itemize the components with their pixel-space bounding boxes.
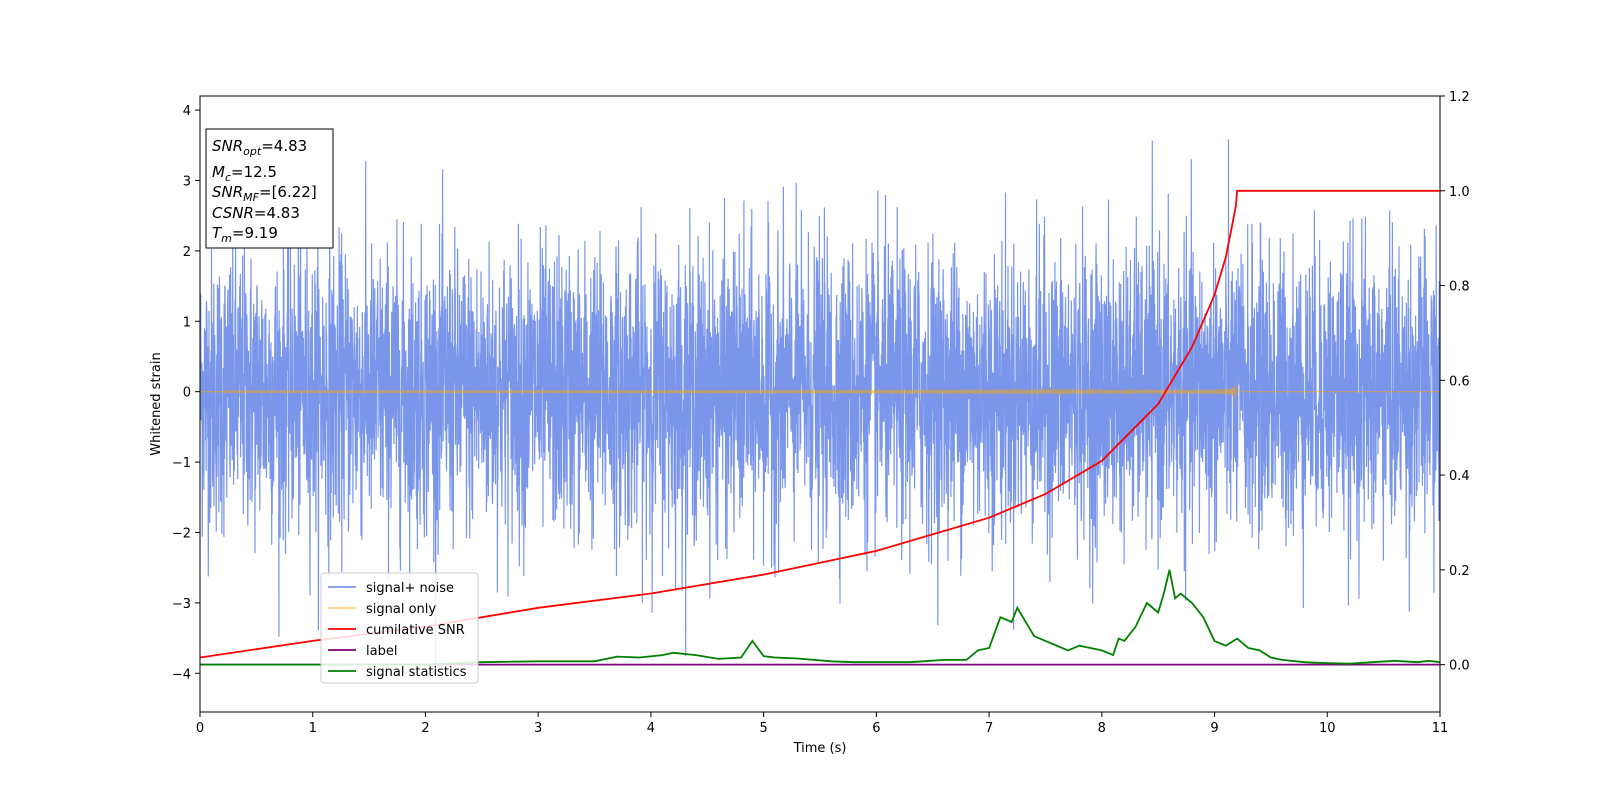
x-tick-label: 6 [872,721,880,736]
x-axis-title: Time (s) [793,741,847,756]
legend-label: signal+ noise [366,581,454,596]
legend-label: cumilative SNR [366,623,465,638]
info-line: CSNR=4.83 [212,204,300,222]
info-symbol: SNR [212,137,243,155]
y-axis-right: 1.2 1.0 0.8 0.6 0.4 0.2 0.0 [1440,90,1470,674]
info-subscript: m [221,232,232,245]
y-axis-title: Whitened strain [149,352,164,455]
y-right-tick-label: 1.2 [1449,90,1470,105]
legend-label: signal only [366,602,436,617]
y-left-tick-label: 4 [183,104,191,119]
x-tick-label: 1 [309,721,317,736]
legend: signal+ noise signal only cumilative SNR la… [320,572,479,684]
info-value: =4.83 [254,204,300,222]
legend-label: label [366,644,397,659]
info-value: =4.83 [261,137,307,155]
y-right-tick-label: 0.0 [1449,659,1470,674]
y-right-tick-label: 0.2 [1449,564,1470,579]
info-value: =[6.22] [259,183,317,201]
plot-frame [199,95,1441,713]
y-axis-left: 4 3 2 1 0 −1 −2 −3 −4 [172,104,200,682]
info-symbol: M [212,163,225,181]
y-right-tick-label: 0.6 [1449,374,1470,389]
info-value: =12.5 [231,163,277,181]
series-signal-only [200,383,1440,399]
info-line: SNRopt=4.83 [212,137,307,158]
x-tick-label: 7 [985,721,993,736]
x-tick-label: 0 [196,721,204,736]
y-left-tick-label: 0 [183,386,191,401]
info-subscript: c [225,171,231,184]
y-left-tick-label: −4 [172,667,191,682]
info-line: Mc=12.5 [212,163,277,184]
info-symbol: T [212,224,223,242]
info-symbol: CSNR [212,204,254,222]
y-left-tick-label: 2 [183,245,191,260]
info-value: =9.19 [232,224,278,242]
y-right-tick-label: 1.0 [1449,185,1470,200]
info-subscript: MF [243,191,259,204]
x-tick-label: 10 [1319,721,1336,736]
y-left-tick-label: −1 [172,456,191,471]
x-tick-label: 9 [1210,721,1218,736]
info-box-frame [205,128,334,249]
series-signal-noise [200,139,1440,675]
x-tick-label: 5 [759,721,767,736]
info-box: SNRopt=4.83Mc=12.5SNRMF=[6.22]CSNR=4.83T… [205,128,334,249]
info-line: SNRMF=[6.22] [212,183,317,204]
y-left-tick-label: 3 [183,174,191,189]
series-cumulative-snr [200,189,1440,659]
y-right-tick-label: 0.8 [1449,280,1470,295]
x-tick-label: 4 [647,721,655,736]
legend-label: signal statistics [366,665,467,680]
y-left-tick-label: 1 [183,315,191,330]
info-subscript: opt [243,145,262,158]
y-right-tick-label: 0.4 [1449,469,1470,484]
series-signal-statistics [200,569,1440,666]
x-tick-label: 3 [534,721,542,736]
x-tick-label: 2 [421,721,429,736]
info-line: Tm=9.19 [212,224,278,245]
y-left-tick-label: −2 [172,526,191,541]
x-tick-label: 11 [1432,721,1449,736]
x-axis: 0 1 2 3 4 5 6 7 8 9 10 11 [196,712,1448,736]
info-symbol: SNR [212,183,243,201]
legend-frame [320,572,479,684]
y-left-tick-label: −3 [172,597,191,612]
x-tick-label: 8 [1098,721,1106,736]
